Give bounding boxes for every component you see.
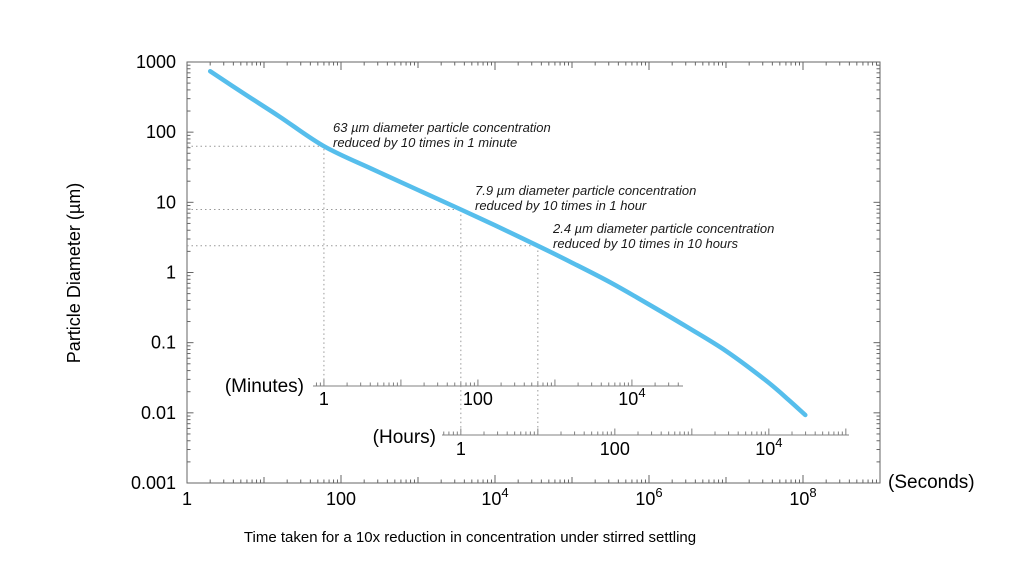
minutes-tick-label-sup: 4 <box>638 385 645 400</box>
guide-line-7.9um <box>187 209 462 435</box>
x-tick-label-sup: 8 <box>809 485 816 500</box>
x-tick-label: 1 <box>182 489 192 509</box>
x-tick-label: 100 <box>326 489 356 509</box>
y-tick-label: 0.1 <box>151 333 176 353</box>
annotation-7-9um-line1: 7.9 µm diameter particle concentration <box>475 183 696 198</box>
hours-axis-label: (Hours) <box>373 427 436 448</box>
y-tick-label: 0.01 <box>141 403 176 423</box>
hours-tick-label: 104 <box>755 435 782 459</box>
y-tick-label: 1000 <box>136 52 176 72</box>
y-axis-title: Particle Diameter (µm) <box>64 183 84 363</box>
hours-tick-label-sup: 4 <box>775 435 782 450</box>
x-tick-label-sup: 6 <box>655 485 662 500</box>
minutes-tick-label: 100 <box>463 389 493 409</box>
y-tick-label: 1 <box>166 262 176 282</box>
annotation-63um-line2: reduced by 10 times in 1 minute <box>333 135 517 150</box>
y-tick-label: 100 <box>146 122 176 142</box>
chart-generated-layer: 1 100 104 106 108 1000 100 10 1 0.1 0.01 0.001 1 100 1… <box>131 52 881 509</box>
minutes-axis-label: (Minutes) <box>225 376 304 397</box>
minutes-tick-label: 1 <box>319 389 329 409</box>
annotation-2-4um-line2: reduced by 10 times in 10 hours <box>553 236 738 251</box>
x-axis-title: Time taken for a 10x reduction in concen… <box>244 529 696 546</box>
seconds-axis-unit-label: (Seconds) <box>888 472 975 493</box>
x-tick-label: 108 <box>789 485 816 509</box>
y-tick-label: 10 <box>156 192 176 212</box>
y-tick-label: 0.001 <box>131 473 176 493</box>
x-tick-label: 104 <box>481 485 508 509</box>
minutes-tick-label: 104 <box>618 385 645 409</box>
annotation-63um: 63 µm diameter particle concentration re… <box>333 120 551 150</box>
annotation-7-9um-line2: reduced by 10 times in 1 hour <box>475 198 647 213</box>
hours-tick-label: 100 <box>600 439 630 459</box>
settling-curve <box>207 68 808 418</box>
hours-tick-label: 1 <box>456 439 466 459</box>
annotation-2-4um: 2.4 µm diameter particle concentration r… <box>552 221 774 251</box>
guide-line-63um <box>187 145 325 386</box>
annotation-7-9um: 7.9 µm diameter particle concentration r… <box>475 183 696 213</box>
annotation-63um-line1: 63 µm diameter particle concentration <box>333 120 551 135</box>
x-tick-label-sup: 4 <box>501 485 508 500</box>
x-tick-label: 106 <box>635 485 662 509</box>
annotation-2-4um-line1: 2.4 µm diameter particle concentration <box>552 221 774 236</box>
